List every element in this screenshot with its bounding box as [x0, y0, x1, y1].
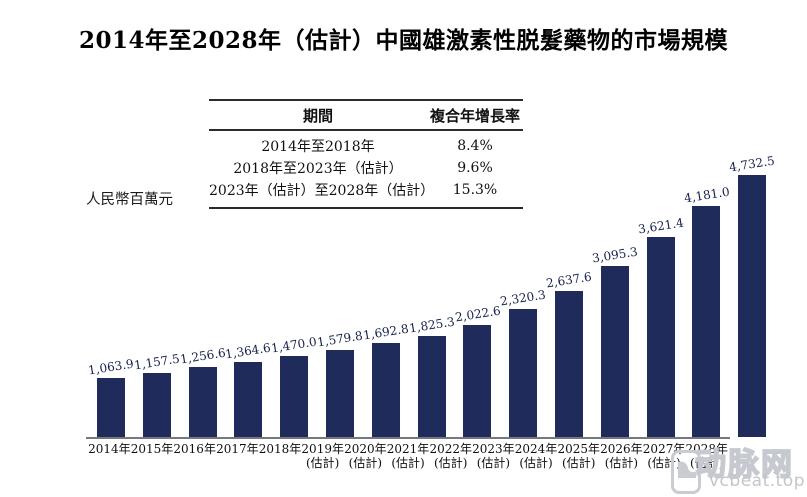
- bar-column: 1,256.6: [178, 345, 227, 437]
- x-axis-tick: 2017年: [216, 442, 259, 456]
- bar-column: 3,621.4: [637, 215, 684, 437]
- bar: [738, 175, 767, 437]
- bar-column: 1,470.0: [270, 334, 318, 437]
- cagr-value-cell: 15.3%: [452, 182, 498, 198]
- x-axis-tick: 2026年 (估計): [600, 442, 643, 470]
- bar-column: 2,022.6: [453, 303, 502, 437]
- x-axis-tick: 2021年 (估計): [386, 442, 430, 470]
- bar: [188, 367, 217, 437]
- bar-value-label: 1,364.6: [224, 340, 273, 361]
- x-axis-tick: 2018年: [258, 442, 302, 456]
- bar-column: 4,732.5: [728, 153, 777, 437]
- bar-value-label: 2,320.3: [499, 287, 547, 308]
- bar-value-label: 1,692.8: [362, 321, 410, 343]
- bar: [325, 349, 354, 437]
- bar: [371, 343, 400, 437]
- x-axis-tick: 2024年 (估計): [514, 442, 558, 470]
- y-axis-label: 人民幣百萬元: [86, 192, 173, 208]
- cagr-period-cell: 2023年（估計）至2028年（估計）: [209, 183, 435, 199]
- bar: [142, 372, 171, 437]
- bar-column: 1,364.6: [225, 340, 272, 437]
- bar-value-label: 2,637.6: [545, 269, 593, 291]
- bar: [96, 378, 125, 437]
- x-axis-tick: 2025年 (估計): [557, 442, 600, 470]
- cagr-table-row: 2023年（估計）至2028年（估計） 15.3%: [209, 179, 523, 201]
- x-axis-tick: 2019年 (估計): [301, 442, 344, 470]
- bar-column: 1,579.8: [316, 328, 364, 437]
- vcbeat-url-text: vcbeat.top: [709, 471, 806, 491]
- bar-value-label: 1,063.9: [87, 356, 135, 378]
- cagr-table-row: 2018年至2023年（估計） 9.6%: [209, 157, 523, 179]
- x-axis-tick: 2015年: [130, 442, 174, 456]
- vcbeat-logo-text: 动脉网: [694, 446, 794, 484]
- bar-column: 4,181.0: [683, 184, 730, 437]
- bar-column: 1,825.3: [408, 314, 455, 437]
- page-title: 2014年至2028年（估計）中國雄激素性脱髮藥物的市場規模: [78, 27, 729, 54]
- bar-value-label: 3,095.3: [591, 244, 639, 266]
- bar-value-label: 1,470.0: [270, 334, 318, 356]
- bar-column: 2,637.6: [545, 269, 593, 437]
- vcbeat-watermark: 动脉网 vcbeat.top: [671, 441, 806, 497]
- cagr-table-header: 期間 複合年增長率: [209, 101, 523, 131]
- cagr-value-cell: 8.4%: [457, 138, 493, 154]
- x-axis-tick: 2020年 (估計): [344, 442, 387, 470]
- bar: [555, 291, 584, 437]
- cagr-period-cell: 2014年至2018年: [261, 139, 375, 155]
- x-axis-tick: 2014年: [88, 442, 131, 456]
- bar: [600, 265, 629, 437]
- bar-chart: 1,063.9 1,157.5 1,256.6 1,364.6 1,470.0 1,579…: [87, 140, 776, 437]
- bar: [280, 355, 309, 437]
- bar: [509, 308, 538, 437]
- cagr-value-cell: 9.6%: [457, 160, 493, 176]
- bar-value-label: 1,256.6: [178, 345, 227, 367]
- bar: [463, 325, 492, 437]
- cagr-table: 期間 複合年增長率 2014年至2018年 8.4% 2018年至2023年（估…: [209, 99, 523, 209]
- bar-value-label: 2,022.6: [453, 303, 502, 325]
- bar-value-label: 4,181.0: [682, 184, 731, 205]
- bar-value-label: 1,825.3: [407, 314, 456, 336]
- bar: [692, 205, 721, 437]
- x-axis-tick: 2016年: [173, 442, 216, 456]
- x-axis-tick: 2022年 (估計): [429, 442, 472, 470]
- cagr-period-cell: 2018年至2023年（估計）: [233, 161, 403, 177]
- bar-column: 1,692.8: [362, 321, 410, 437]
- bar-value-label: 3,621.4: [636, 215, 685, 236]
- bar: [417, 335, 446, 437]
- vcbeat-logo-icon: [671, 450, 701, 494]
- bar-value-label: 4,732.5: [728, 153, 777, 175]
- cagr-header-rate: 複合年增長率: [429, 106, 520, 125]
- cagr-header-period: 期間: [302, 106, 333, 125]
- bar-column: 3,095.3: [591, 244, 639, 437]
- bar: [234, 361, 263, 437]
- bar: [646, 236, 675, 437]
- cagr-table-row: 2014年至2018年 8.4%: [209, 135, 523, 157]
- x-axis-line: [86, 437, 730, 439]
- x-axis-ticks: 2014年 2015年 2016年 2017年 2018年 2019年 (估計) 2…: [88, 442, 728, 470]
- x-axis-tick: 2023年 (估計): [472, 442, 515, 470]
- bar-column: 2,320.3: [499, 287, 547, 437]
- bar-column: 1,063.9: [87, 356, 135, 437]
- bar-value-label: 1,157.5: [132, 351, 181, 373]
- bar-column: 1,157.5: [133, 351, 180, 437]
- bar-value-label: 1,579.8: [316, 328, 364, 349]
